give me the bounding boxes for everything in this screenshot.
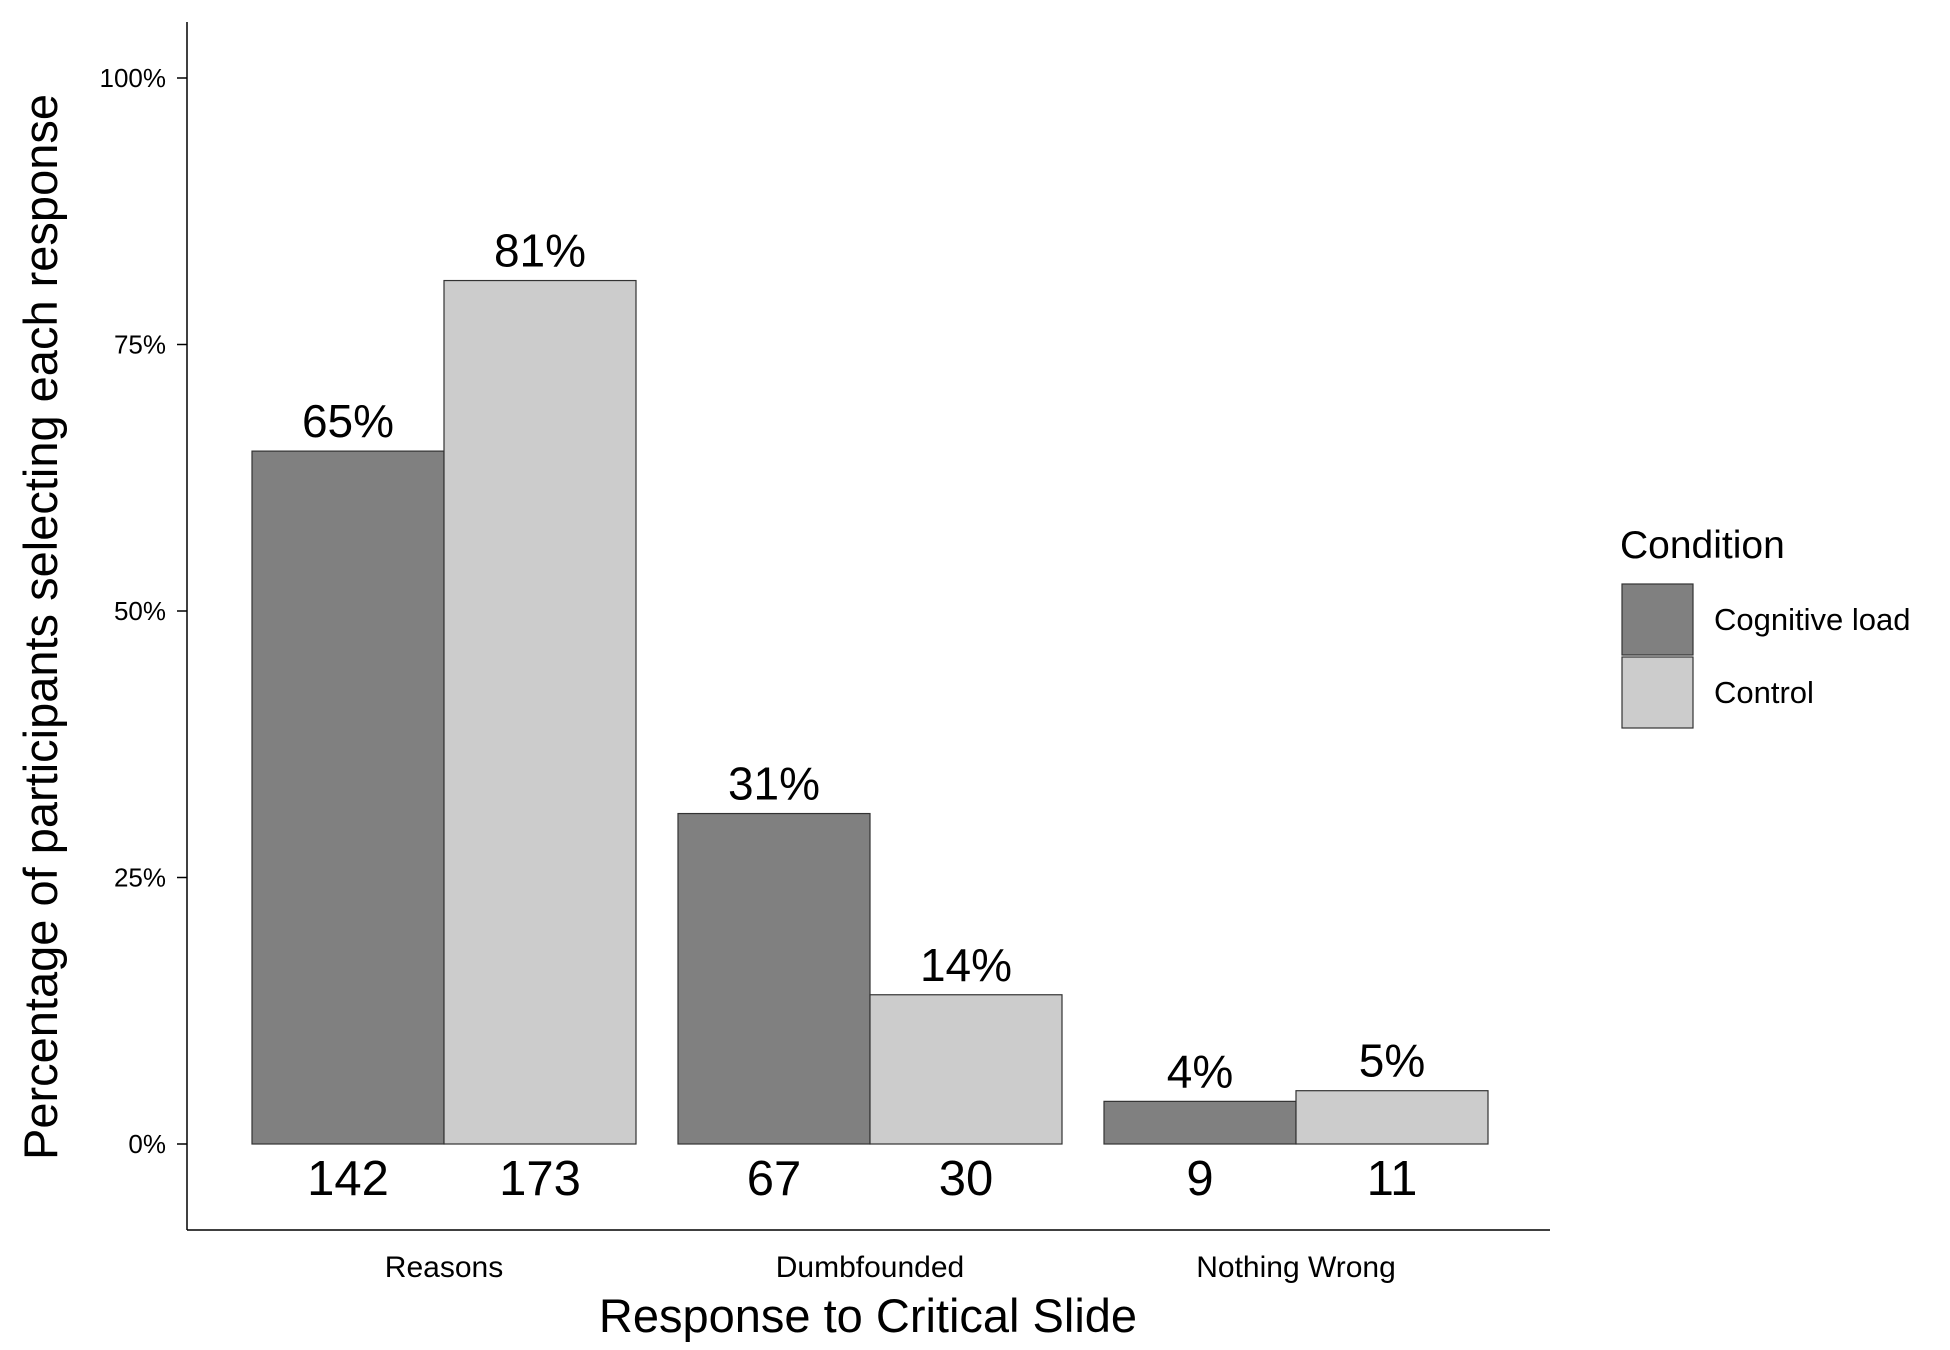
y-tick-label-0: 0% <box>128 1129 166 1159</box>
count-label-control-0: 173 <box>499 1152 581 1206</box>
count-label-cognitive-load-0: 142 <box>307 1152 389 1206</box>
value-labels: 65% 81% 31% 14% 4% 5% <box>302 225 1425 1098</box>
value-label-cognitive-load-1: 31% <box>728 758 820 810</box>
y-ticks: 0% 25% 50% 75% 100% <box>100 63 187 1159</box>
count-label-cognitive-load-2: 9 <box>1186 1152 1213 1206</box>
y-tick-label-4: 100% <box>100 63 167 93</box>
bars <box>251 279 1489 1145</box>
bar-cognitive-load-0 <box>251 450 445 1145</box>
axes <box>186 22 1550 1231</box>
value-label-control-2: 5% <box>1359 1035 1425 1087</box>
x-axis-title: Response to Critical Slide <box>599 1289 1137 1342</box>
y-axis-title: Percentage of participants selecting eac… <box>14 94 67 1160</box>
legend: Condition Cognitive load Control <box>1620 524 1910 729</box>
bar-cognitive-load-2 <box>1103 1100 1297 1145</box>
legend-swatch-cognitive-load <box>1621 583 1694 656</box>
count-label-cognitive-load-1: 67 <box>747 1152 802 1206</box>
bar-control-0 <box>443 279 637 1145</box>
bar-cognitive-load-1 <box>677 812 871 1145</box>
y-tick-label-2: 50% <box>114 596 166 626</box>
x-category-label-0: Reasons <box>385 1251 503 1284</box>
x-category-label-2: Nothing Wrong <box>1196 1251 1396 1284</box>
legend-label-cognitive-load: Cognitive load <box>1714 602 1910 637</box>
count-label-control-1: 30 <box>939 1152 994 1206</box>
y-tick-label-1: 25% <box>114 863 166 893</box>
count-label-control-2: 11 <box>1367 1152 1418 1206</box>
x-category-label-1: Dumbfounded <box>776 1251 964 1284</box>
x-category-labels: Reasons Dumbfounded Nothing Wrong <box>385 1251 1396 1284</box>
value-label-control-1: 14% <box>920 939 1012 991</box>
value-label-cognitive-load-0: 65% <box>302 395 394 447</box>
legend-swatch-control <box>1621 656 1694 729</box>
bar-control-1 <box>869 994 1063 1145</box>
value-label-control-0: 81% <box>494 225 586 277</box>
legend-items: Cognitive load Control <box>1621 583 1910 729</box>
legend-label-control: Control <box>1714 675 1814 710</box>
value-label-cognitive-load-2: 4% <box>1167 1045 1233 1097</box>
legend-title: Condition <box>1620 524 1785 567</box>
bar-control-2 <box>1295 1090 1489 1145</box>
count-labels: 142 173 67 30 9 11 <box>307 1152 1417 1206</box>
y-tick-label-3: 75% <box>114 330 166 360</box>
